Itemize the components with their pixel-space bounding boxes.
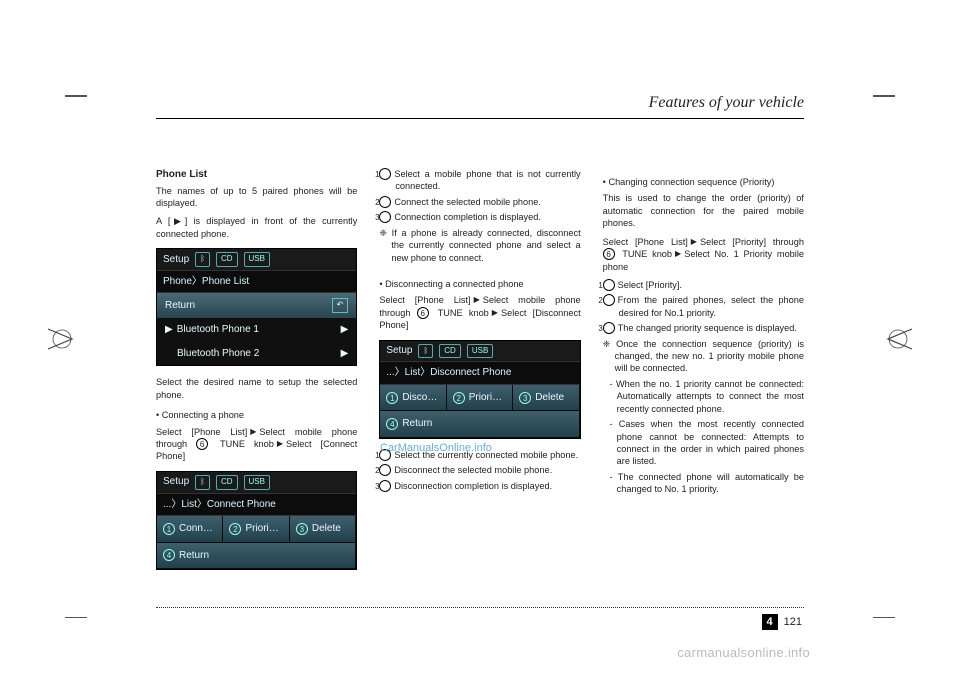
- note-item: ❈ Once the connection sequence (priority…: [603, 338, 804, 375]
- device-pill: 4Return: [380, 411, 579, 438]
- cd-icon: CD: [216, 252, 238, 267]
- watermark: CarManualsOnline.info: [380, 442, 492, 454]
- numbered-item: 2Disconnect the selected mobile phone.: [379, 464, 580, 476]
- flow-text: Select [Phone List]▶Select [Priority] th…: [603, 236, 804, 273]
- device-pill: 4Return: [157, 543, 356, 570]
- page-number-value: 121: [782, 614, 804, 630]
- numbered-item: 3The changed priority sequence is displa…: [603, 322, 804, 334]
- chevron-right-icon: ▶: [250, 427, 256, 438]
- paragraph: Select the desired name to setup the sel…: [156, 376, 357, 401]
- paragraph: This is used to change the order (priori…: [603, 192, 804, 229]
- dash-item: - Cases when the most recently connected…: [603, 418, 804, 468]
- device-pill: 2Priori…: [223, 516, 289, 543]
- paragraph: A [▶] is displayed in front of the curre…: [156, 215, 357, 240]
- chevron-right-icon: ▶: [341, 323, 349, 337]
- bullet-heading: Connecting a phone: [156, 409, 357, 421]
- cd-icon: CD: [216, 475, 238, 490]
- knob-id-icon: 6: [417, 307, 429, 319]
- device-row: ▶ Bluetooth Phone 1 ▶: [157, 318, 356, 342]
- usb-icon: USB: [244, 475, 270, 490]
- device-pill: 3Delete: [290, 516, 356, 543]
- registration-mark-icon: [884, 325, 912, 353]
- column-1: Phone List The names of up to 5 paired p…: [156, 168, 357, 578]
- chevron-right-icon: ▶: [277, 439, 283, 450]
- device-pill-row: 1Disco… 2Priori… 3Delete 4Return: [380, 385, 579, 438]
- chevron-right-icon: ▶: [165, 323, 173, 337]
- crop-mark: [65, 95, 87, 97]
- chevron-right-icon: ▶: [492, 308, 498, 319]
- device-pill: 3Delete: [513, 385, 579, 412]
- device-screenshot-disconnect-phone: Setup ᛒ CD USB ...〉List〉Disconnect Phone…: [379, 340, 580, 439]
- chevron-right-icon: ▶: [474, 295, 480, 306]
- crop-mark: [65, 617, 87, 619]
- device-row: Bluetooth Phone 2 ▶: [157, 342, 356, 366]
- flow-text: Select [Phone List]▶Select mobile phone …: [379, 294, 580, 331]
- device-row-label: Return: [165, 299, 195, 313]
- dash-item: - The connected phone will automatically…: [603, 471, 804, 496]
- numbered-item: 1Select [Priority].: [603, 279, 804, 291]
- device-screenshot-phone-list: Setup ᛒ CD USB Phone〉Phone List Return ↶…: [156, 248, 357, 366]
- numbered-item: 3Connection completion is displayed.: [379, 211, 580, 223]
- crop-mark: [873, 617, 895, 619]
- knob-id-icon: 6: [603, 248, 615, 260]
- bt-icon: ᛒ: [195, 252, 210, 267]
- chevron-right-icon: ▶: [341, 347, 349, 361]
- device-pill: 1Disco…: [380, 385, 446, 412]
- flow-text: Select [Phone List]▶Select mobile phone …: [156, 426, 357, 463]
- device-titlebar: Setup ᛒ CD USB: [380, 341, 579, 363]
- numbered-item: 3Disconnection completion is displayed.: [379, 480, 580, 492]
- section-title: Features of your vehicle: [649, 94, 804, 112]
- registration-mark-icon: [48, 325, 76, 353]
- device-titlebar: Setup ᛒ CD USB: [157, 472, 356, 494]
- dash-item: - When the no. 1 priority cannot be conn…: [603, 378, 804, 415]
- device-setup-label: Setup: [163, 475, 189, 489]
- column-2: 1Select a mobile phone that is not curre…: [379, 168, 580, 578]
- device-pill: 2Priori…: [447, 385, 513, 412]
- device-row-label: Bluetooth Phone 2: [165, 347, 259, 361]
- usb-icon: USB: [244, 252, 270, 267]
- bullet-heading: Changing connection sequence (Priority): [603, 176, 804, 188]
- paragraph: The names of up to 5 paired phones will …: [156, 185, 357, 210]
- bullet-heading: Disconnecting a connected phone: [379, 278, 580, 290]
- watermark: carmanualsonline.info: [677, 645, 810, 660]
- page-number: 4 121: [762, 614, 804, 630]
- knob-id-icon: 6: [196, 438, 208, 450]
- device-titlebar: Setup ᛒ CD USB: [157, 249, 356, 271]
- content-frame: Features of your vehicle Phone List The …: [156, 118, 804, 578]
- page-frame: Features of your vehicle Phone List The …: [0, 0, 960, 678]
- chevron-right-icon: ▶: [691, 237, 697, 248]
- device-pill: 1Conn…: [157, 516, 223, 543]
- return-icon: ↶: [332, 298, 349, 313]
- columns: Phone List The names of up to 5 paired p…: [156, 168, 804, 578]
- usb-icon: USB: [467, 344, 493, 359]
- device-breadcrumb: Phone〉Phone List: [157, 271, 356, 294]
- device-setup-label: Setup: [163, 253, 189, 267]
- device-screenshot-connect-phone: Setup ᛒ CD USB ...〉List〉Connect Phone 1C…: [156, 471, 357, 570]
- bt-icon: ᛒ: [418, 344, 433, 359]
- numbered-item: 1Select a mobile phone that is not curre…: [379, 168, 580, 193]
- footer-rule: [156, 607, 804, 608]
- numbered-item: 2Connect the selected mobile phone.: [379, 196, 580, 208]
- device-pill-row: 1Conn… 2Priori… 3Delete 4Return: [157, 516, 356, 569]
- device-breadcrumb: ...〉List〉Disconnect Phone: [380, 362, 579, 385]
- device-breadcrumb: ...〉List〉Connect Phone: [157, 494, 356, 517]
- bt-icon: ᛒ: [195, 475, 210, 490]
- cd-icon: CD: [439, 344, 461, 359]
- device-row-label: Bluetooth Phone 1: [177, 323, 259, 337]
- chevron-right-icon: ▶: [675, 249, 681, 260]
- subhead-phone-list: Phone List: [156, 168, 357, 182]
- numbered-item: 2From the paired phones, select the phon…: [603, 294, 804, 319]
- column-3: Changing connection sequence (Priority) …: [603, 168, 804, 578]
- section-number: 4: [762, 614, 778, 630]
- device-row-return: Return ↶: [157, 293, 356, 318]
- header-rule: [156, 118, 804, 119]
- device-setup-label: Setup: [386, 344, 412, 358]
- note-item: ❈ If a phone is already connected, disco…: [379, 227, 580, 264]
- crop-mark: [873, 95, 895, 97]
